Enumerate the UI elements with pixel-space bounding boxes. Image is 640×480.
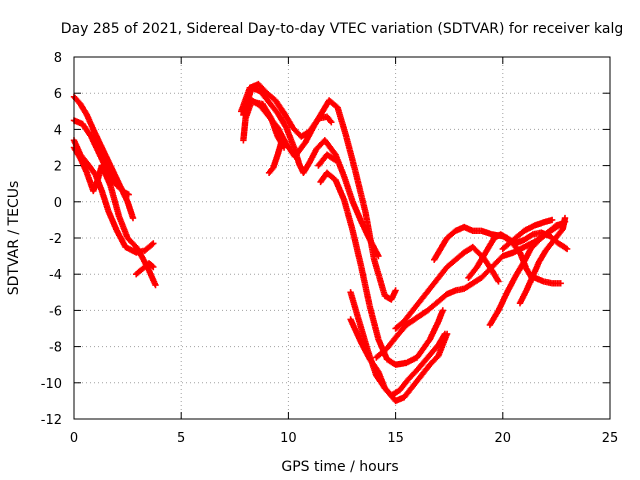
y-tick-label: -12 — [41, 413, 62, 428]
series-arc-10 — [265, 137, 286, 176]
series-arc-22 — [499, 216, 556, 253]
series-arc-19 — [486, 218, 569, 329]
y-tick-label: 4 — [54, 123, 62, 138]
series-arc-21 — [531, 274, 564, 287]
data-series — [70, 80, 571, 405]
series-arc-11 — [315, 151, 339, 169]
x-tick-label: 20 — [495, 431, 512, 446]
y-tick-label: 8 — [54, 51, 62, 66]
x-tick-label: 5 — [177, 431, 185, 446]
x-tick-label: 15 — [387, 431, 404, 446]
series-arc-14 — [347, 316, 449, 399]
x-axis-title: GPS time / hours — [281, 459, 398, 475]
series-markers — [516, 214, 569, 307]
x-tick-label: 25 — [602, 431, 619, 446]
series-markers — [265, 137, 286, 176]
y-axis-title: SDTVAR / TECUs — [6, 181, 22, 296]
y-tick-label: -4 — [49, 268, 62, 283]
y-tick-label: -10 — [41, 377, 62, 392]
series-markers — [531, 274, 564, 287]
y-tick-label: -6 — [49, 304, 62, 319]
y-tick-label: -8 — [49, 341, 62, 356]
series-markers — [486, 218, 569, 329]
y-tick-label: -2 — [49, 232, 62, 247]
series-markers — [238, 80, 335, 140]
series-arc-8 — [238, 80, 335, 140]
series-markers — [133, 260, 157, 278]
y-tick-label: 6 — [54, 87, 62, 102]
y-tick-label: 2 — [54, 160, 62, 175]
series-markers — [347, 316, 449, 399]
x-tick-label: 0 — [70, 431, 78, 446]
x-tick-label: 10 — [280, 431, 297, 446]
series-arc-16 — [392, 243, 502, 332]
series-markers — [392, 243, 502, 332]
chart-title: Day 285 of 2021, Sidereal Day-to-day VTE… — [61, 21, 623, 37]
series-markers — [315, 151, 339, 169]
series-arc-20 — [516, 214, 569, 307]
series-arc-5 — [133, 260, 157, 278]
series-markers — [499, 216, 556, 253]
axis-ticks: 0 5 10 15 20 25 -12 -10 -8 -6 -4 -2 0 2 4 6 8 — [41, 51, 619, 446]
y-tick-label: 0 — [54, 196, 62, 211]
